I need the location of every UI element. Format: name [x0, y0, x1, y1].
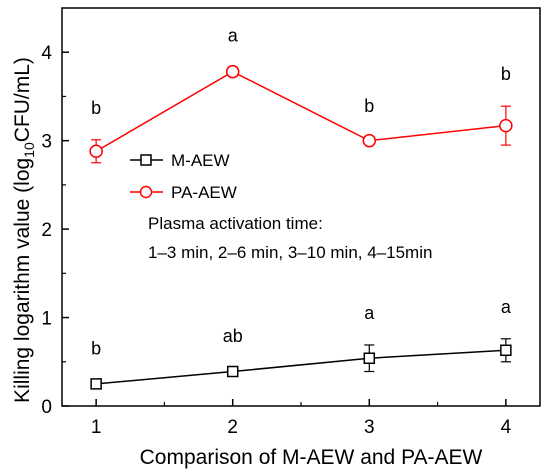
data-point-pa-aew — [225, 64, 240, 79]
legend: M-AEW PA-AEW Plasma activation time: 1–3… — [130, 151, 432, 262]
x-tick-label: 3 — [364, 417, 375, 438]
data-point-pa-aew — [499, 118, 513, 133]
data-point-pa-aew — [89, 144, 103, 159]
y-axis-title-main: Killing logarithm value (log — [11, 158, 34, 403]
axes: 1 2 3 4 0 1 2 3 4 — [41, 7, 541, 438]
annotation-line-2: 1–3 min, 2–6 min, 3–10 min, 4–15min — [148, 243, 432, 262]
legend-square-marker — [140, 154, 152, 166]
data-point-m-aew — [363, 352, 376, 364]
data-point-m-aew — [90, 378, 102, 390]
y-tick-label: 0 — [41, 397, 52, 418]
y-tick-label: 3 — [41, 132, 52, 153]
y-tick-label: 2 — [41, 220, 52, 241]
x-tick-label: 2 — [227, 417, 238, 438]
significance-label-pa-aew: b — [501, 64, 511, 84]
significance-label-pa-aew: b — [91, 98, 101, 118]
y-tick-label: 4 — [41, 43, 52, 64]
significance-label-m-aew: a — [501, 297, 512, 317]
data-point-m-aew — [500, 344, 512, 357]
x-axis-title: Comparison of M-AEW and PA-AEW — [140, 446, 483, 469]
series-layer — [89, 64, 513, 390]
y-tick-label: 1 — [41, 309, 52, 330]
x-tick-label: 4 — [501, 417, 512, 438]
significance-label-m-aew: ab — [223, 326, 243, 346]
significance-label-m-aew: a — [364, 303, 375, 323]
series-line-m-aew — [96, 349, 506, 385]
significance-label-m-aew: b — [91, 338, 101, 358]
data-point-pa-aew — [362, 133, 377, 148]
plot-frame — [61, 7, 541, 407]
annotation-line-1: Plasma activation time: — [148, 214, 323, 233]
legend-label-pa-aew: PA-AEW — [171, 183, 237, 202]
y-axis-title-end: CFU/mL) — [11, 57, 34, 142]
significance-label-pa-aew: b — [364, 96, 374, 116]
significance-label-pa-aew: a — [228, 25, 239, 45]
data-point-m-aew — [226, 365, 239, 378]
legend-label-m-aew: M-AEW — [171, 151, 230, 170]
y-axis-title-subscript: 10 — [21, 142, 37, 158]
y-axis-title: Killing logarithm value (log10CFU/mL) — [11, 57, 37, 403]
series-line-pa-aew — [95, 70, 506, 152]
x-tick-label: 1 — [91, 417, 102, 438]
legend-circle-marker — [139, 185, 153, 199]
